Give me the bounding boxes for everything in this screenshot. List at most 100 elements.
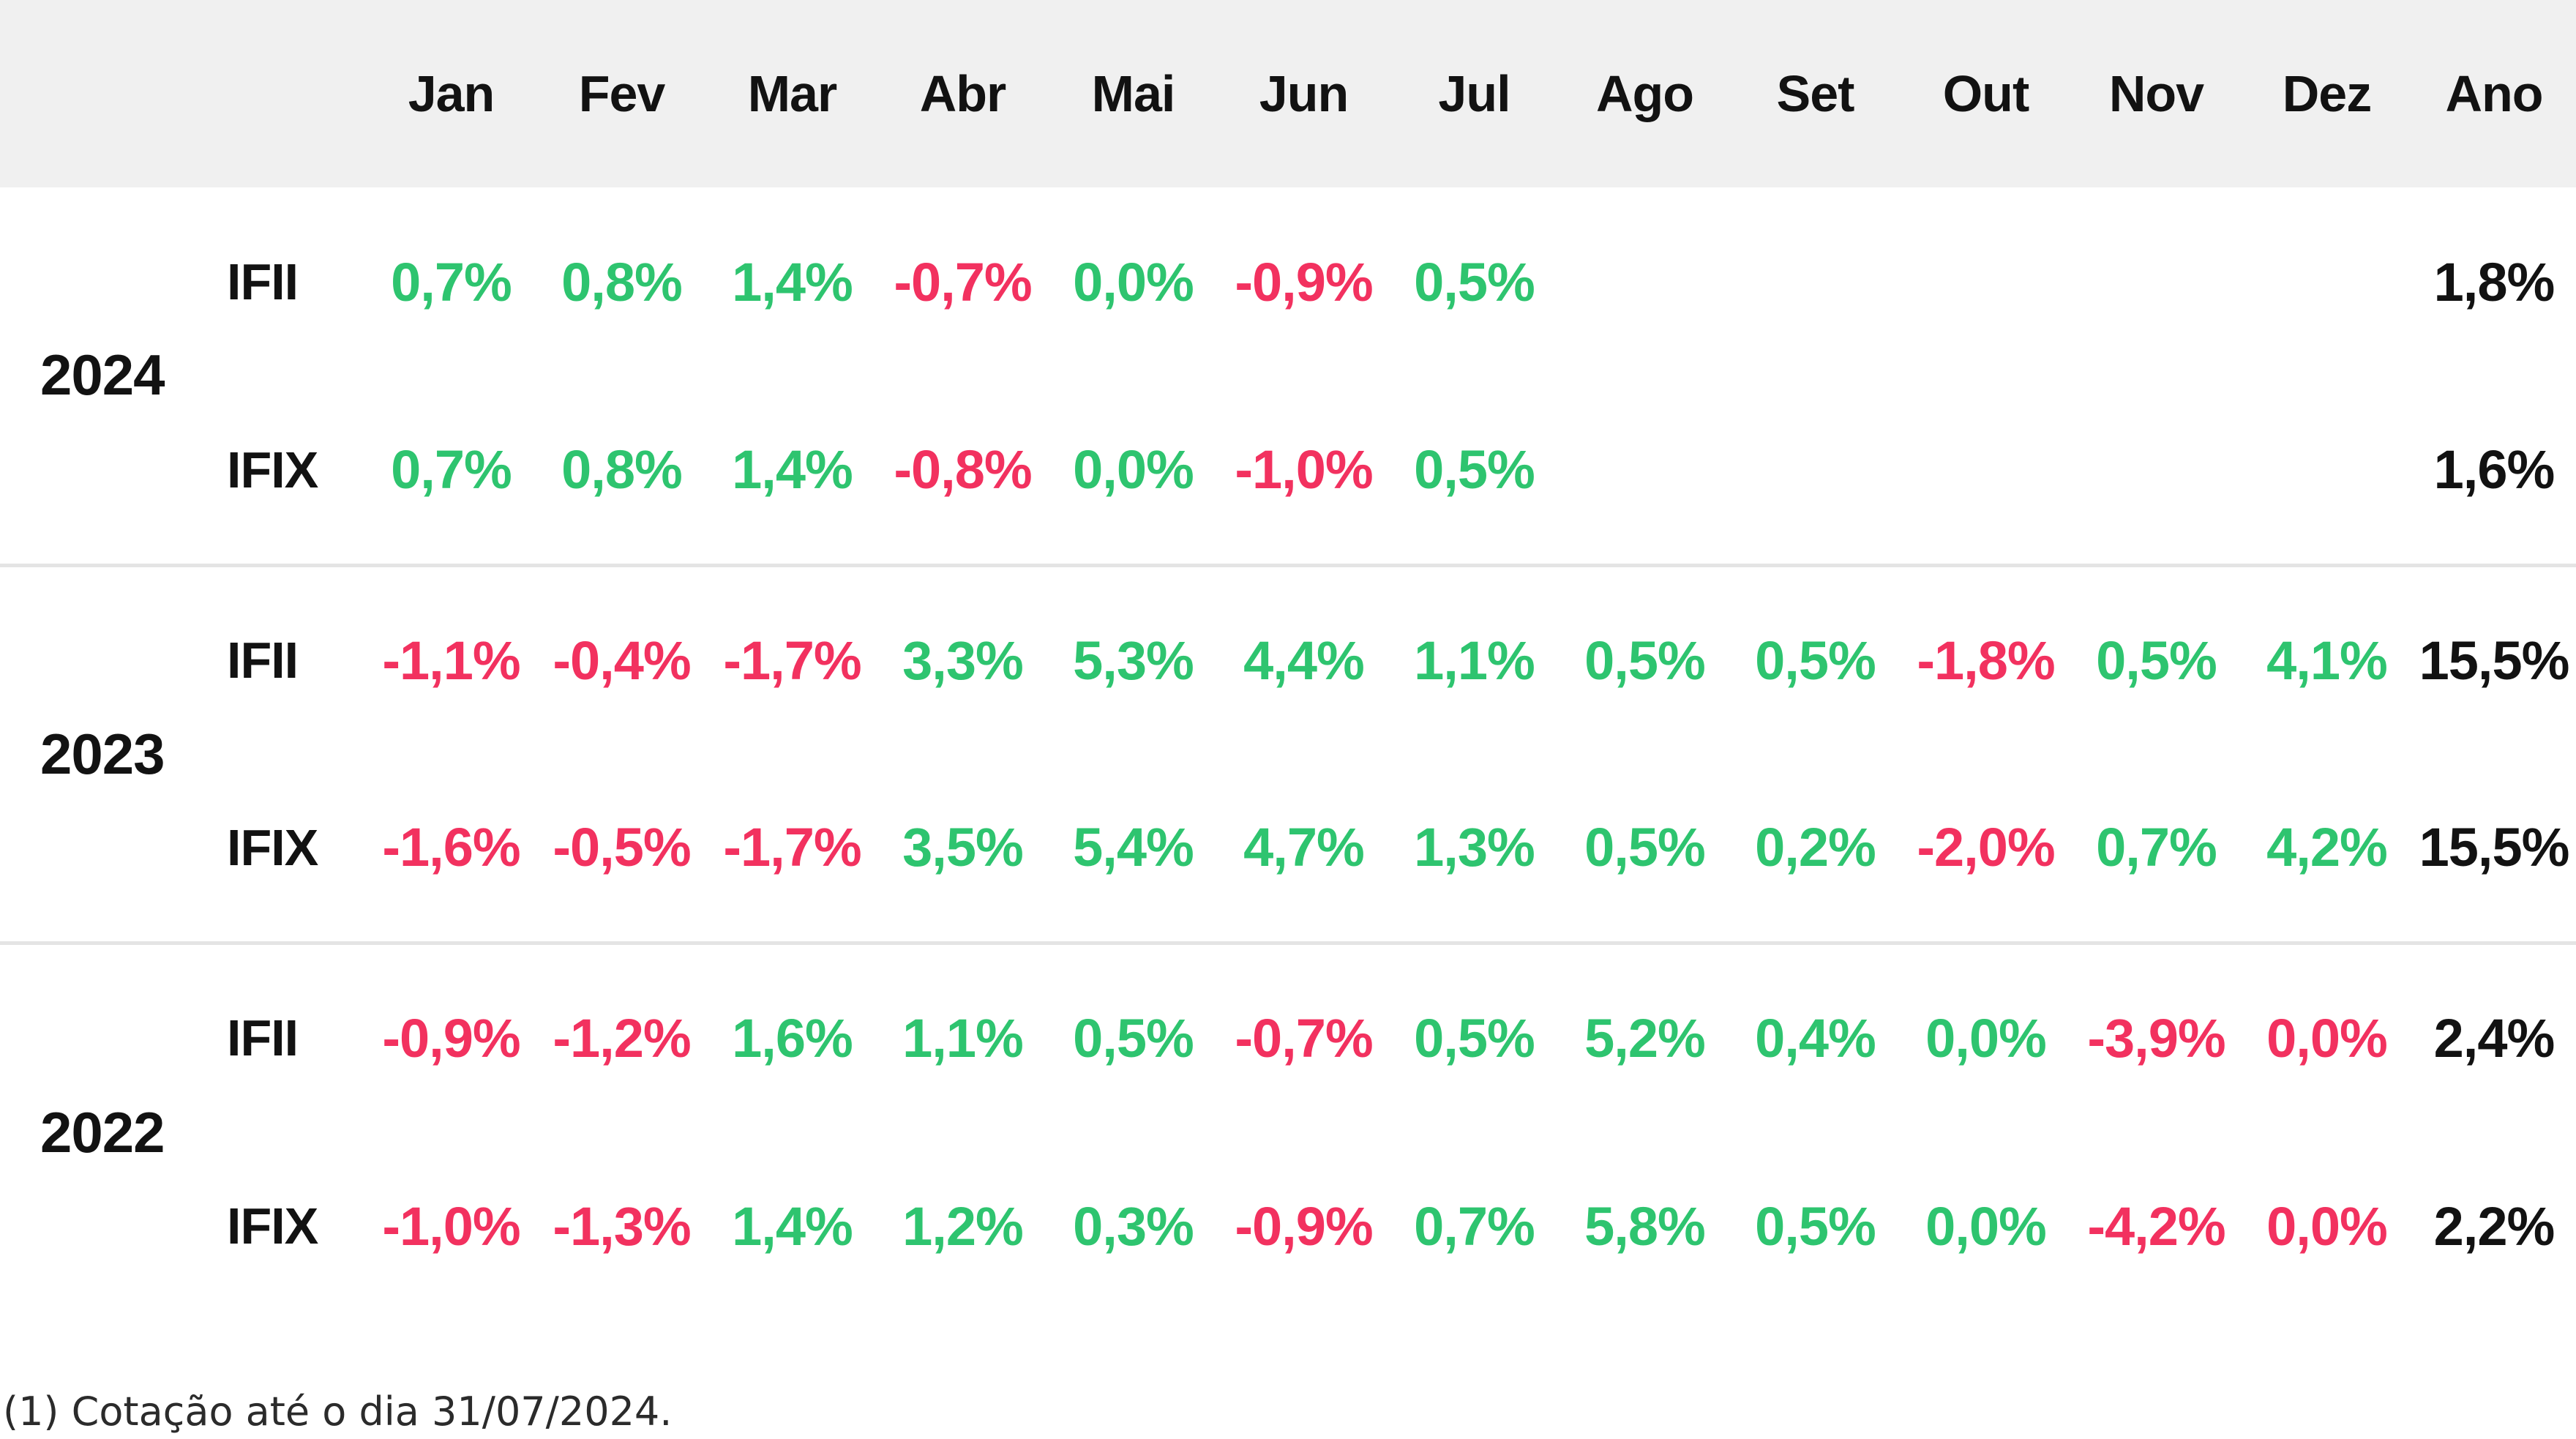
- row-2023-ifii: 2023 IFII -1,1% -0,4% -1,7% 3,3% 5,3% 4,4% 1,1% 0…: [0, 563, 2576, 943]
- column-header-dez: Dez: [2282, 65, 2372, 122]
- column-header-jan: Jan: [408, 65, 495, 122]
- month-value-cell-2023-ifii-dez: 4,1%: [2242, 563, 2412, 754]
- month-value-cell-2022-ifix-fev: -1,3%: [553, 1195, 691, 1257]
- month-value-cell-2024-ifii-abr: -0,7%: [894, 251, 1032, 313]
- table-header: Jan Fev Mar Abr Mai Jun Jul Ago Set Out Nov Dez Ano: [0, 0, 2576, 187]
- month-value-cell-2024-ifii-mai: 0,0%: [1073, 251, 1194, 313]
- column-header-fev: Fev: [578, 65, 666, 122]
- column-header-nov: Nov: [2108, 65, 2204, 122]
- year-group-2024: 2024 IFII 0,7% 0,8% 1,4% -0,7% 0,0% -0,9% 0,5% 1,…: [0, 187, 2576, 565]
- month-value-cell-2024-ifii-mar: 1,4%: [732, 251, 853, 313]
- month-value-cell-2023-ifii-jul: 1,1%: [1389, 563, 1560, 754]
- month-value-cell-2023-ifix-fev: -0,5%: [553, 817, 691, 878]
- month-value-cell-2023-ifix-jan: -1,6%: [382, 817, 520, 878]
- index-label-ifix: IFIX: [227, 818, 318, 876]
- monthly-returns-table: Jan Fev Mar Abr Mai Jun Jul Ago Set Out Nov Dez Ano …: [0, 0, 2576, 1320]
- month-value-cell-2022-ifii-fev: -1,2%: [536, 941, 707, 1132]
- month-value-cell-2024-ifix-nov: [2071, 376, 2242, 565]
- month-value-cell-2022-ifii-jul: 0,5%: [1389, 941, 1560, 1132]
- index-label-ifii: IFII: [190, 563, 366, 754]
- month-value-cell-2023-ifix-set: 0,2%: [1755, 817, 1876, 878]
- month-value-cell-2023-ifix-abr: 3,5%: [902, 817, 1024, 878]
- month-value-cell-2022-ifii-abr: 1,1%: [877, 941, 1048, 1132]
- month-value-cell-2024-ifii-set: [1730, 187, 1901, 376]
- month-value-cell-2023-ifix-nov: 0,7%: [2096, 817, 2217, 878]
- month-value-cell-2024-ifix-out: [1901, 376, 2071, 565]
- row-2024-ifii: 2024 IFII 0,7% 0,8% 1,4% -0,7% 0,0% -0,9% 0,5% 1,…: [0, 187, 2576, 408]
- month-value-cell-2023-ifix-mai: 5,4%: [1073, 817, 1194, 878]
- month-value-cell-2024-ifii-jan: 0,7%: [391, 251, 512, 313]
- month-value-cell-2024-ifix-ago: [1560, 376, 1730, 565]
- row-2022-ifii: 2022 IFII -0,9% -1,2% 1,6% 1,1% 0,5% -0,7% 0,5% 5…: [0, 941, 2576, 1320]
- column-header-set: Set: [1776, 65, 1855, 122]
- month-value-cell-2024-ifix-mar: 1,4%: [732, 439, 853, 501]
- month-value-cell-2022-ifii-nov: -3,9%: [2071, 941, 2242, 1132]
- month-value-cell-2023-ifix-out: -2,0%: [1917, 817, 2055, 878]
- year-total-cell-2024-ifix-ano: 1,6%: [2433, 439, 2556, 501]
- month-value-cell-2024-ifii-dez: [2242, 187, 2412, 376]
- month-value-cell-2023-ifii-jun: 4,4%: [1218, 563, 1389, 754]
- month-value-cell-2023-ifii-out: -1,8%: [1901, 563, 2071, 754]
- month-value-cell-2023-ifii-mai: 5,3%: [1048, 563, 1218, 754]
- month-value-cell-2022-ifii-set: 0,4%: [1730, 941, 1901, 1132]
- month-value-cell-2022-ifii-jun: -0,7%: [1218, 941, 1389, 1132]
- year-header-spacer: [0, 0, 190, 187]
- year-label-2022: 2022: [0, 941, 190, 1320]
- row-2023-ifix: IFIX -1,6% -0,5% -1,7% 3,5% 5,4% 4,7% 1,3% 0,5% 0…: [0, 754, 2576, 943]
- year-total-cell-2023-ifii-ano: 15,5%: [2412, 563, 2576, 754]
- month-value-cell-2022-ifii-jan: -0,9%: [366, 941, 536, 1132]
- month-value-cell-2022-ifix-mar: 1,4%: [732, 1195, 853, 1257]
- month-value-cell-2024-ifii-fev: 0,8%: [561, 251, 683, 313]
- index-label-ifix: IFIX: [227, 1197, 318, 1255]
- month-value-cell-2022-ifix-jul: 0,7%: [1414, 1195, 1535, 1257]
- month-value-cell-2022-ifix-set: 0,5%: [1755, 1195, 1876, 1257]
- month-value-cell-2022-ifii-dez: 0,0%: [2242, 941, 2412, 1132]
- month-value-cell-2024-ifix-abr: -0,8%: [894, 439, 1032, 501]
- month-value-cell-2024-ifii-jun: -0,9%: [1235, 251, 1373, 313]
- month-value-cell-2023-ifii-jan: -1,1%: [366, 563, 536, 754]
- footnote: (1) Cotação até o dia 31/07/2024.: [3, 1388, 673, 1435]
- month-value-cell-2022-ifix-out: 0,0%: [1925, 1195, 2047, 1257]
- month-value-cell-2024-ifii-ago: [1560, 187, 1730, 376]
- column-header-jul: Jul: [1438, 65, 1510, 122]
- year-group-2023: 2023 IFII -1,1% -0,4% -1,7% 3,3% 5,3% 4,4% 1,1% 0…: [0, 563, 2576, 943]
- month-value-cell-2024-ifii-out: [1901, 187, 2071, 376]
- month-value-cell-2022-ifix-nov: -4,2%: [2087, 1195, 2225, 1257]
- row-2022-ifix: IFIX -1,0% -1,3% 1,4% 1,2% 0,3% -0,9% 0,7% 5,8% 0…: [0, 1132, 2576, 1320]
- month-value-cell-2024-ifix-jan: 0,7%: [391, 439, 512, 501]
- column-header-mai: Mai: [1091, 65, 1176, 122]
- month-value-cell-2022-ifii-ago: 5,2%: [1560, 941, 1730, 1132]
- month-value-cell-2023-ifii-ago: 0,5%: [1560, 563, 1730, 754]
- month-value-cell-2023-ifii-abr: 3,3%: [877, 563, 1048, 754]
- header-row: Jan Fev Mar Abr Mai Jun Jul Ago Set Out Nov Dez Ano: [0, 0, 2576, 187]
- month-value-cell-2024-ifii-jul: 0,5%: [1414, 251, 1535, 313]
- month-value-cell-2024-ifix-jul: 0,5%: [1414, 439, 1535, 501]
- row-2024-ifix: IFIX 0,7% 0,8% 1,4% -0,8% 0,0% -1,0% 0,5% 1,6%: [0, 376, 2576, 565]
- index-header-spacer: [190, 0, 366, 187]
- month-value-cell-2023-ifix-dez: 4,2%: [2266, 817, 2388, 878]
- month-value-cell-2022-ifix-jun: -0,9%: [1235, 1195, 1373, 1257]
- year-total-cell-2024-ifii-ano: 1,8%: [2433, 251, 2556, 313]
- month-value-cell-2023-ifii-mar: -1,7%: [707, 563, 877, 754]
- month-value-cell-2022-ifix-mai: 0,3%: [1073, 1195, 1194, 1257]
- month-value-cell-2022-ifii-mar: 1,6%: [707, 941, 877, 1132]
- month-value-cell-2022-ifix-abr: 1,2%: [902, 1195, 1024, 1257]
- column-header-jun: Jun: [1259, 65, 1349, 122]
- month-value-cell-2024-ifix-fev: 0,8%: [561, 439, 683, 501]
- year-group-2022: 2022 IFII -0,9% -1,2% 1,6% 1,1% 0,5% -0,7% 0,5% 5…: [0, 941, 2576, 1320]
- month-value-cell-2023-ifii-fev: -0,4%: [536, 563, 707, 754]
- column-header-abr: Abr: [919, 65, 1007, 122]
- month-value-cell-2024-ifii-nov: [2071, 187, 2242, 376]
- year-label-2023: 2023: [0, 563, 190, 943]
- month-value-cell-2023-ifii-set: 0,5%: [1730, 563, 1901, 754]
- month-value-cell-2023-ifii-nov: 0,5%: [2071, 563, 2242, 754]
- column-header-out: Out: [1942, 65, 2030, 122]
- month-value-cell-2023-ifix-jun: 4,7%: [1243, 817, 1365, 878]
- month-value-cell-2022-ifix-dez: 0,0%: [2266, 1195, 2388, 1257]
- column-header-ano: Ano: [2445, 65, 2543, 122]
- month-value-cell-2022-ifii-mai: 0,5%: [1048, 941, 1218, 1132]
- month-value-cell-2024-ifix-jun: -1,0%: [1235, 439, 1373, 501]
- month-value-cell-2022-ifix-ago: 5,8%: [1584, 1195, 1706, 1257]
- month-value-cell-2022-ifix-jan: -1,0%: [382, 1195, 520, 1257]
